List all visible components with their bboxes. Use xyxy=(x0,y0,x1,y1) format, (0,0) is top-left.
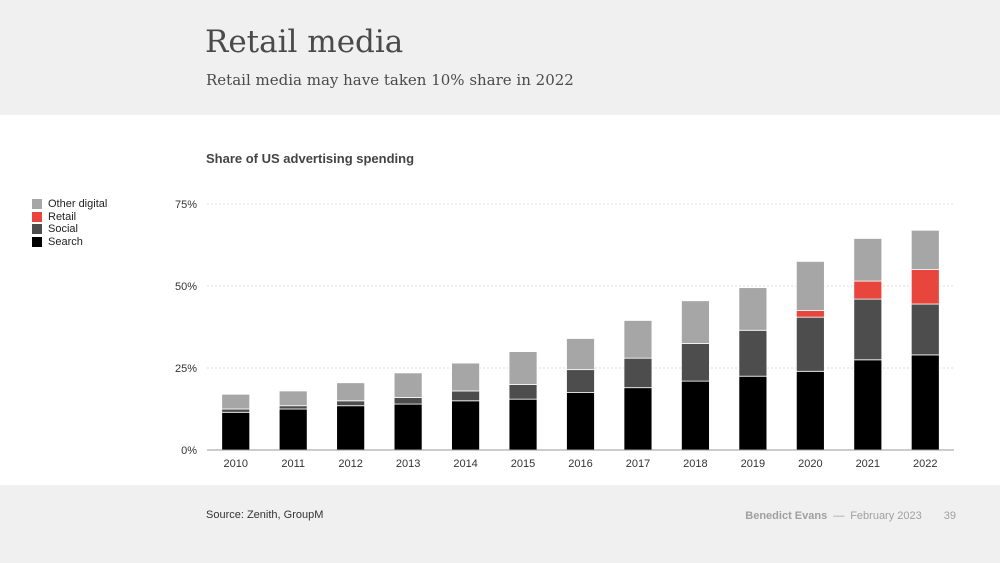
credit-separator: — xyxy=(833,510,845,522)
bar-segment-other-digital xyxy=(278,390,308,407)
slide-title: Retail media xyxy=(205,24,404,60)
bar-segment-other-digital xyxy=(623,320,653,359)
presentation-date: February 2023 xyxy=(850,510,922,522)
bar-segment-search xyxy=(336,405,366,451)
bar-segment-search xyxy=(566,392,595,451)
header-band xyxy=(0,0,1000,115)
bar-segment-other-digital xyxy=(508,351,538,385)
x-tick-label: 2013 xyxy=(396,458,420,470)
x-tick-label: 2022 xyxy=(913,458,937,470)
legend-item-other-digital: Other digital xyxy=(32,198,107,211)
footer-credit: Benedict Evans — February 2023 39 xyxy=(745,510,956,522)
bar-segment-search xyxy=(681,380,710,451)
bar-segment-retail xyxy=(853,280,883,300)
bar-segment-social xyxy=(278,405,308,410)
bar-segment-other-digital xyxy=(393,372,423,398)
bar-segment-other-digital xyxy=(336,382,366,402)
bar-segment-social xyxy=(623,357,653,389)
bar-segment-search xyxy=(221,411,251,451)
legend-label-social: Social xyxy=(48,223,78,236)
bar-segment-other-digital xyxy=(910,229,940,271)
x-tick-label: 2012 xyxy=(338,458,362,470)
chart-title: Share of US advertising spending xyxy=(206,151,415,166)
x-tick-label: 2016 xyxy=(568,458,592,470)
bar-segment-social xyxy=(910,303,940,356)
x-tick-label: 2021 xyxy=(856,458,880,470)
slide-subtitle: Retail media may have taken 10% share in… xyxy=(206,71,574,89)
bar-segment-search xyxy=(853,359,883,451)
y-tick-label: 25% xyxy=(175,363,197,375)
bar-segment-social xyxy=(681,342,710,382)
bar-segment-search xyxy=(508,398,538,451)
legend-label-retail: Retail xyxy=(48,210,77,223)
x-tick-label: 2019 xyxy=(741,458,765,470)
x-tick-label: 2010 xyxy=(223,458,247,470)
legend-swatch-social xyxy=(32,224,42,235)
source-note: Source: Zenith, GroupM xyxy=(206,509,324,521)
bar-segment-other-digital xyxy=(221,393,251,410)
bar-segment-social xyxy=(795,316,825,372)
bar-segment-social xyxy=(508,383,538,400)
bar-segment-other-digital xyxy=(681,300,710,344)
x-tick-label: 2015 xyxy=(511,458,535,470)
x-tick-label: 2017 xyxy=(626,458,650,470)
page-number: 39 xyxy=(943,510,956,522)
bar-segment-social xyxy=(853,298,883,361)
bar-segment-search xyxy=(910,354,940,451)
legend-swatch-retail xyxy=(32,211,42,222)
bar-segment-social xyxy=(336,400,366,407)
legend-item-retail: Retail xyxy=(32,211,107,224)
bar-segment-search xyxy=(278,408,308,451)
legend-swatch-other-digital xyxy=(32,199,42,210)
bar-segment-other-digital xyxy=(795,260,825,311)
x-tick-label: 2014 xyxy=(453,458,477,470)
stacked-bar-chart: 0% 25% 50% 75% 2010 2011 2012 2013 2014 2015 2016 2… xyxy=(175,199,954,470)
bar-segment-other-digital xyxy=(853,238,883,282)
legend-label-search: Search xyxy=(48,235,83,248)
y-tick-label: 75% xyxy=(175,199,197,211)
bar-segment-search xyxy=(738,375,768,451)
bar-segment-search xyxy=(451,400,480,451)
bar-segment-social xyxy=(566,369,595,394)
x-tick-label: 2020 xyxy=(798,458,822,470)
x-tick-label: 2011 xyxy=(281,458,305,470)
bar-segment-social xyxy=(221,408,251,413)
footer-band xyxy=(0,485,1000,563)
y-tick-label: 0% xyxy=(181,445,197,457)
bar-segment-other-digital xyxy=(738,287,768,331)
bar-segment-social xyxy=(393,397,423,405)
legend-item-social: Social xyxy=(32,223,107,236)
bar-segment-search xyxy=(393,403,423,451)
legend-label-other-digital: Other digital xyxy=(48,198,108,211)
y-tick-label: 50% xyxy=(175,281,197,293)
bars xyxy=(221,229,940,451)
chart-legend: Other digital Retail Social Search xyxy=(32,198,107,248)
legend-swatch-search xyxy=(32,236,42,247)
bar-segment-search xyxy=(623,387,653,451)
bar-segment-retail xyxy=(795,310,825,318)
bar-segment-search xyxy=(795,370,825,451)
legend-item-search: Search xyxy=(32,236,107,249)
bar-segment-other-digital xyxy=(451,362,480,392)
bar-segment-other-digital xyxy=(566,338,595,371)
bar-segment-social xyxy=(451,390,480,402)
bar-segment-retail xyxy=(910,269,940,305)
x-tick-label: 2018 xyxy=(683,458,707,470)
bar-segment-social xyxy=(738,329,768,377)
axes: 0% 25% 50% 75% 2010 2011 2012 2013 2014 2015 2016 2… xyxy=(175,199,954,470)
author-name: Benedict Evans xyxy=(745,510,828,522)
